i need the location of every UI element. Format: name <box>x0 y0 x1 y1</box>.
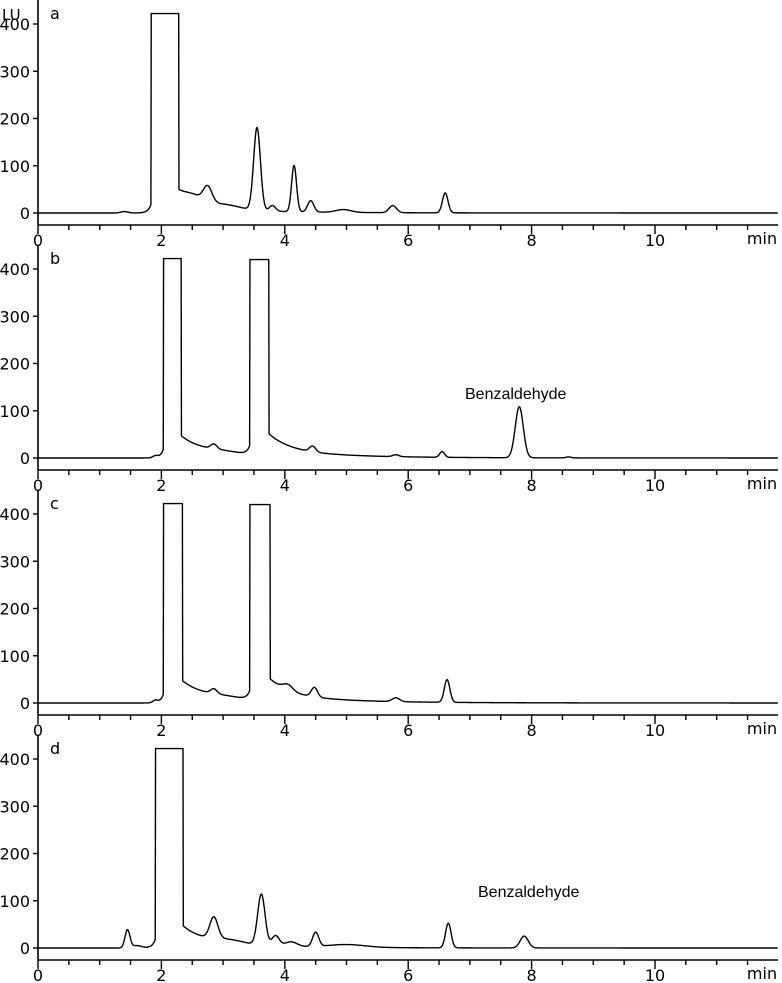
panel-a: 0 100 200 300 400 0 2 4 6 8 10 min LU a <box>0 0 779 250</box>
x-tick-label-b-2: 2 <box>156 476 166 495</box>
x-tick-label-d-2: 2 <box>156 966 166 983</box>
trace-a <box>37 12 779 214</box>
x-tick-label-a-10: 10 <box>645 231 665 250</box>
x-tick-label-a-6: 6 <box>403 231 413 250</box>
y-tick-label-a-200: 200 <box>0 110 30 129</box>
x-tick-label-a-2: 2 <box>156 231 166 250</box>
panel-c-label: c <box>50 494 59 513</box>
benzaldehyde-annotation-d: Benzaldehyde <box>478 884 580 901</box>
y-tick-label-a-100: 100 <box>0 157 30 176</box>
x-tick-label-d-4: 4 <box>280 966 290 983</box>
panel-a-plot: 0 100 200 300 400 0 2 4 6 8 10 min <box>0 0 779 250</box>
x-tick-label-d-0: 0 <box>33 966 43 983</box>
trace-b <box>37 257 779 459</box>
y-tick-label-c-200: 200 <box>0 600 30 619</box>
x-tick-label-c-0: 0 <box>33 721 43 740</box>
x-tick-label-b-8: 8 <box>527 476 537 495</box>
y-tick-label-d-400: 400 <box>0 750 30 769</box>
y-tick-label-d-300: 300 <box>0 797 30 816</box>
x-tick-label-c-2: 2 <box>156 721 166 740</box>
y-tick-label-b-100: 100 <box>0 402 30 421</box>
x-unit-label-d: min <box>747 964 777 983</box>
x-tick-label-a-4: 4 <box>280 231 290 250</box>
x-tick-label-b-0: 0 <box>33 476 43 495</box>
y-tick-label-a-400: 400 <box>0 15 30 34</box>
x-tick-label-b-6: 6 <box>403 476 413 495</box>
x-tick-label-c-8: 8 <box>527 721 537 740</box>
x-tick-label-a-8: 8 <box>527 231 537 250</box>
y-tick-label-a-300: 300 <box>0 62 30 81</box>
y-tick-label-a-0: 0 <box>20 204 30 223</box>
x-tick-label-d-10: 10 <box>645 966 665 983</box>
panel-d-label: d <box>50 739 60 758</box>
y-tick-label-c-100: 100 <box>0 647 30 666</box>
panel-a-label: a <box>50 4 60 23</box>
panel-b: 0 100 200 300 400 0 2 4 6 8 10 min b Benzaldehyde <box>0 244 779 495</box>
x-unit-label-c: min <box>747 719 777 738</box>
x-tick-label-b-10: 10 <box>645 476 665 495</box>
y-tick-label-d-0: 0 <box>20 939 30 958</box>
x-tick-label-d-8: 8 <box>527 966 537 983</box>
panel-d-plot: 0 100 200 300 400 0 2 4 6 8 10 min <box>0 734 779 983</box>
x-tick-label-d-6: 6 <box>403 966 413 983</box>
x-tick-label-b-4: 4 <box>280 476 290 495</box>
benzaldehyde-annotation-b: Benzaldehyde <box>465 386 567 403</box>
y-tick-label-d-200: 200 <box>0 845 30 864</box>
panel-c-plot: 0 100 200 300 400 0 2 4 6 8 10 min <box>0 489 779 740</box>
x-tick-label-a-0: 0 <box>33 231 43 250</box>
panel-b-plot: 0 100 200 300 400 0 2 4 6 8 10 min <box>0 244 779 495</box>
x-tick-label-c-4: 4 <box>280 721 290 740</box>
y-tick-label-b-0: 0 <box>20 449 30 468</box>
y-tick-label-b-300: 300 <box>0 307 30 326</box>
y-tick-label-c-300: 300 <box>0 552 30 571</box>
panel-b-label: b <box>50 249 60 268</box>
y-tick-label-c-0: 0 <box>20 694 30 713</box>
panel-a-y-unit: LU <box>2 6 21 24</box>
x-tick-label-c-6: 6 <box>403 721 413 740</box>
y-tick-label-b-400: 400 <box>0 260 30 279</box>
x-unit-label-a: min <box>747 229 777 248</box>
y-tick-label-d-100: 100 <box>0 892 30 911</box>
trace-c <box>37 502 779 704</box>
x-tick-label-c-10: 10 <box>645 721 665 740</box>
panel-c: 0 100 200 300 400 0 2 4 6 8 10 min c <box>0 489 779 740</box>
trace-d <box>37 747 779 949</box>
x-unit-label-b: min <box>747 474 777 493</box>
y-tick-label-b-200: 200 <box>0 355 30 374</box>
panel-d: 0 100 200 300 400 0 2 4 6 8 10 min d Benzaldehyde <box>0 734 779 983</box>
y-tick-label-c-400: 400 <box>0 505 30 524</box>
